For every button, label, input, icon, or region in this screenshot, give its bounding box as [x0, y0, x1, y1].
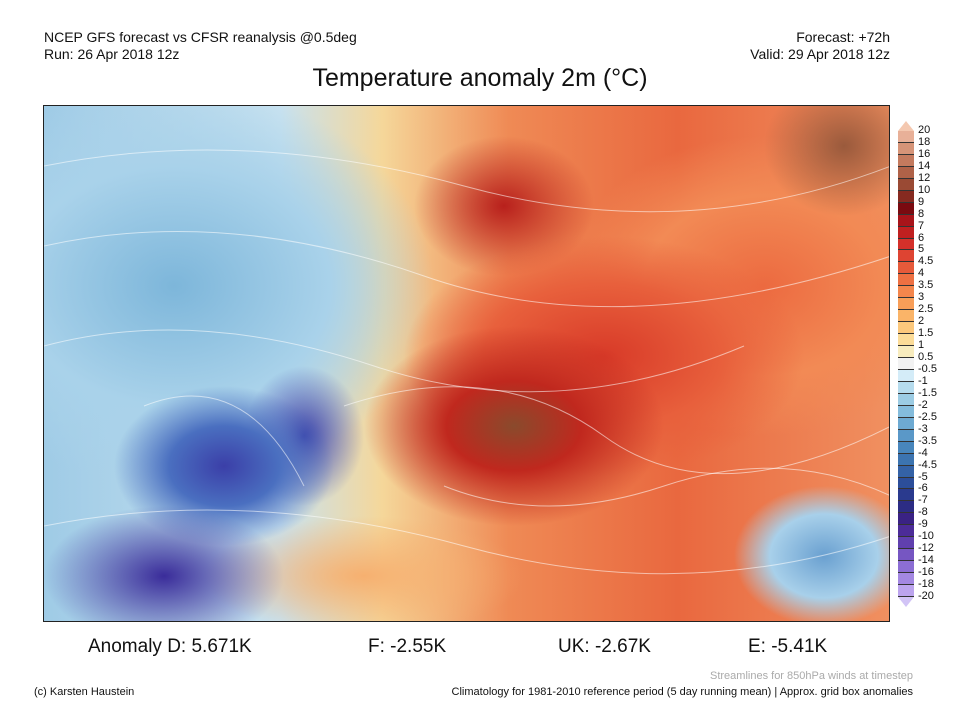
colorbar-bin — [898, 489, 914, 502]
colorbar-label: 1 — [918, 339, 925, 352]
colorbar-bin — [898, 369, 914, 382]
colorbar-bin — [898, 202, 914, 215]
model-info: NCEP GFS forecast vs CFSR reanalysis @0.… — [44, 29, 357, 63]
colorbar-bin — [898, 465, 914, 478]
colorbar-label: -12 — [918, 542, 934, 555]
anomaly-germany: Anomaly D: 5.671K — [88, 636, 252, 657]
colorbar-label: 5 — [918, 243, 925, 256]
colorbar: 20 18 16 14 12 10 9 8 7 6 5 4.5 4 3.5 3 2.5 2 1.5 1 0.5 -0.5… — [898, 121, 937, 607]
colorbar-bin — [898, 310, 914, 323]
colorbar-label: 2 — [918, 315, 925, 328]
colorbar-label: -3.5 — [918, 434, 937, 447]
colorbar-label: -3 — [918, 422, 928, 435]
colorbar-label: -2 — [918, 398, 928, 411]
colorbar-label: 20 — [918, 124, 931, 136]
colorbar-label: -18 — [918, 578, 934, 591]
colorbar-label: 8 — [918, 207, 925, 220]
colorbar-label: 12 — [918, 171, 931, 184]
colorbar-label: 9 — [918, 195, 925, 208]
colorbar-bin — [898, 274, 914, 287]
colorbar-bin — [898, 322, 914, 335]
colorbar-bin — [898, 453, 914, 466]
colorbar-bin — [898, 166, 914, 179]
colorbar-label: 6 — [918, 231, 925, 244]
colorbar-label: -6 — [918, 482, 928, 495]
colorbar-label: -10 — [918, 530, 934, 543]
model-title: NCEP GFS forecast vs CFSR reanalysis @0.… — [44, 29, 357, 45]
colorbar-bin — [898, 501, 914, 514]
colorbar-label: 16 — [918, 147, 931, 160]
colorbar-bin — [898, 334, 914, 347]
colorbar-label: -16 — [918, 566, 934, 579]
colorbar-bin — [898, 477, 914, 490]
colorbar-label: -7 — [918, 494, 928, 507]
colorbar-label: 2.5 — [918, 303, 934, 316]
forecast-hour: Forecast: +72h — [796, 29, 890, 45]
colorbar-bin — [898, 298, 914, 311]
colorbar-label: 0.5 — [918, 351, 934, 364]
streamlines — [44, 149, 889, 575]
valid-time: Valid: 29 Apr 2018 12z — [750, 46, 890, 62]
colorbar-bin — [898, 250, 914, 263]
colorbar-bin — [898, 513, 914, 526]
colorbar-label: -0.5 — [918, 362, 937, 375]
colorbar-label: -8 — [918, 506, 928, 519]
credit: (c) Karsten Haustein — [34, 686, 135, 698]
colorbar-bin — [898, 346, 914, 358]
colorbar-bin — [898, 142, 914, 155]
colorbar-bin — [898, 405, 914, 418]
colorbar-bin — [898, 393, 914, 406]
colorbar-label: 4.5 — [918, 255, 934, 268]
run-time: Run: 26 Apr 2018 12z — [44, 46, 180, 62]
colorbar-label: -4 — [918, 446, 928, 459]
colorbar-bin — [898, 358, 914, 370]
colorbar-label: 3 — [918, 291, 925, 304]
colorbar-label: -1 — [918, 374, 928, 387]
colorbar-bin — [898, 597, 914, 607]
colorbar-bin — [898, 561, 914, 574]
colorbar-bin — [898, 286, 914, 299]
colorbar-bin — [898, 525, 914, 538]
colorbar-label: 10 — [918, 183, 931, 196]
colorbar-label: -1.5 — [918, 386, 937, 399]
streamlines-note: Streamlines for 850hPa winds at timestep — [710, 670, 913, 682]
colorbar-label: -14 — [918, 554, 934, 567]
colorbar-bin — [898, 190, 914, 203]
colorbar-bin — [898, 121, 914, 131]
colorbar-bin — [898, 214, 914, 227]
forecast-info: Forecast: +72h Valid: 29 Apr 2018 12z — [750, 29, 890, 63]
colorbar-bin — [898, 381, 914, 394]
colorbar-bin — [898, 537, 914, 550]
colorbar-label: 4 — [918, 267, 925, 280]
anomaly-uk: UK: -2.67K — [558, 636, 651, 657]
colorbar-label: -4.5 — [918, 458, 937, 471]
colorbar-label: -20 — [918, 590, 934, 602]
colorbar-bin — [898, 131, 914, 143]
anomaly-spain: E: -5.41K — [748, 636, 828, 657]
colorbar-bin — [898, 226, 914, 239]
colorbar-label: -9 — [918, 518, 928, 531]
colorbar-label: 14 — [918, 159, 931, 172]
colorbar-label: 3.5 — [918, 279, 934, 292]
colorbar-label: -5 — [918, 470, 928, 483]
colorbar-label: 18 — [918, 135, 931, 148]
colorbar-label: 7 — [918, 219, 925, 232]
anomaly-france: F: -2.55K — [368, 636, 447, 657]
colorbar-bin — [898, 262, 914, 275]
colorbar-bin — [898, 417, 914, 430]
map-title: Temperature anomaly 2m (°C) — [312, 64, 648, 92]
colorbar-bin — [898, 549, 914, 562]
temperature-anomaly-map — [43, 105, 890, 622]
colorbar-bin — [898, 178, 914, 191]
colorbar-label: -2.5 — [918, 410, 937, 423]
colorbar-bin — [898, 238, 914, 251]
colorbar-bin — [898, 429, 914, 442]
colorbar-bin — [898, 585, 914, 597]
colorbar-bin — [898, 573, 914, 586]
colorbar-bin — [898, 154, 914, 167]
climatology-note: Climatology for 1981-2010 reference peri… — [451, 686, 913, 698]
colorbar-label: 1.5 — [918, 327, 934, 340]
colorbar-bin — [898, 441, 914, 454]
